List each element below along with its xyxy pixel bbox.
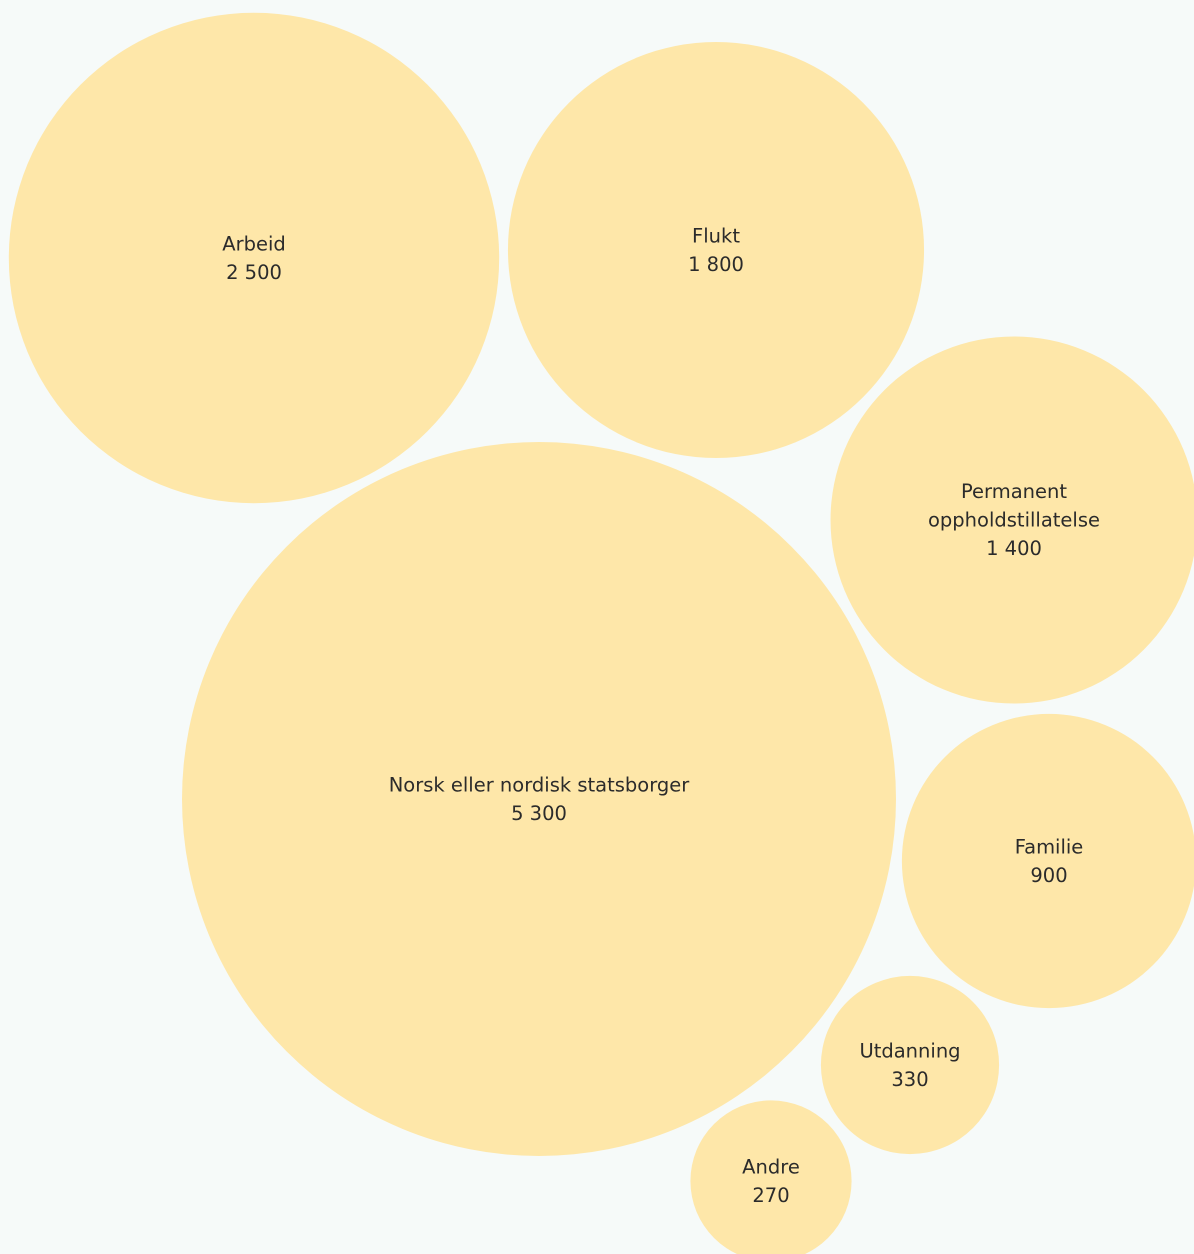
- bubble-flukt: Flukt 1 800: [507, 41, 925, 459]
- bubble-value-label: 2 500: [226, 261, 282, 284]
- bubble-permanent-oppholdstillatelse: Permanent oppholdstillatelse 1 400: [830, 336, 1194, 704]
- bubble-circle: [901, 713, 1194, 1009]
- bubble-value-label: 5 300: [511, 802, 567, 825]
- bubble-circle: [182, 442, 896, 1156]
- bubble-value-label: 1 800: [688, 253, 744, 276]
- bubble-label: Familie: [1015, 835, 1084, 858]
- bubble-label: Arbeid: [222, 232, 286, 255]
- bubble-arbeid: Arbeid 2 500: [8, 12, 500, 504]
- bubble-value-label: 270: [752, 1184, 789, 1207]
- bubble-circle: [8, 12, 500, 504]
- bubble-circle: [830, 336, 1194, 704]
- bubble-label: Flukt: [692, 224, 740, 247]
- bubble-label: Utdanning: [859, 1039, 960, 1062]
- bubble-circle: [507, 41, 925, 459]
- bubble-value-label: 1 400: [986, 537, 1042, 560]
- bubble-label: oppholdstillatelse: [928, 509, 1100, 532]
- bubble-label: Permanent: [961, 480, 1067, 503]
- bubble-utdanning: Utdanning 330: [820, 975, 1000, 1155]
- bubble-circle: [820, 975, 1000, 1155]
- bubble-familie: Familie 900: [901, 713, 1194, 1009]
- bubble-label: Norsk eller nordisk statsborger: [389, 773, 691, 796]
- bubble-label: Andre: [742, 1155, 800, 1178]
- bubble-value-label: 900: [1030, 864, 1067, 887]
- bubble-circle: [690, 1100, 852, 1254]
- bubble-value-label: 330: [891, 1068, 928, 1091]
- bubble-andre: Andre 270: [690, 1100, 852, 1254]
- bubble-norsk-eller-nordisk-statsborger: Norsk eller nordisk statsborger 5 300: [182, 442, 896, 1156]
